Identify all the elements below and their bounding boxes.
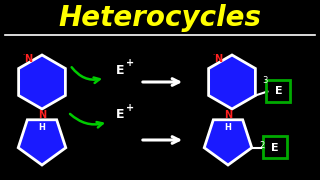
- Text: +: +: [126, 103, 134, 113]
- Text: N: N: [38, 110, 46, 120]
- Text: ..: ..: [23, 51, 26, 56]
- Polygon shape: [204, 120, 252, 165]
- Text: Heterocycles: Heterocycles: [59, 4, 261, 32]
- Text: N: N: [224, 110, 232, 120]
- Text: E: E: [116, 107, 124, 120]
- Text: E: E: [271, 143, 279, 153]
- Text: H: H: [39, 123, 45, 132]
- Text: H: H: [225, 123, 231, 132]
- Text: E: E: [116, 64, 124, 76]
- Polygon shape: [209, 55, 255, 109]
- Text: N: N: [24, 54, 33, 64]
- Polygon shape: [18, 120, 66, 165]
- Text: ..: ..: [213, 51, 216, 56]
- Text: 2: 2: [259, 141, 264, 150]
- Text: 3: 3: [263, 76, 268, 85]
- Text: +: +: [126, 58, 134, 68]
- Text: E: E: [275, 87, 282, 96]
- Polygon shape: [19, 55, 65, 109]
- Text: N: N: [214, 54, 223, 64]
